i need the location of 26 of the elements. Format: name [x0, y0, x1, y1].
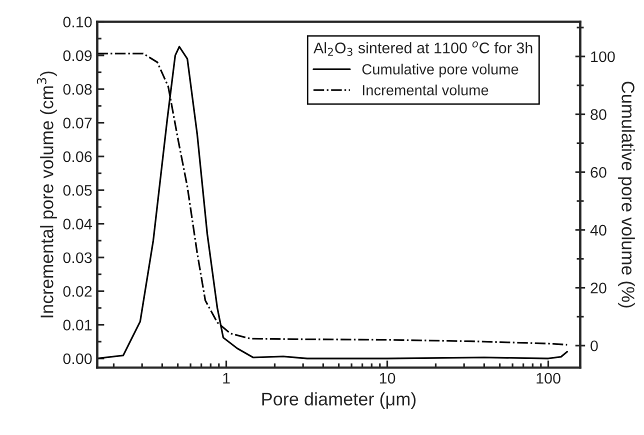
y-tick-label: 0.04	[63, 218, 92, 230]
y2-tick-label: 100	[591, 51, 615, 62]
y-tick-label: 0.10	[63, 16, 92, 28]
y2-tick-label: 20	[590, 282, 606, 294]
y2-tick-label: 80	[590, 109, 606, 120]
x-tick-label: 1	[223, 372, 230, 384]
y-tick-label: 0.01	[63, 320, 92, 330]
y-tick-label: 0.03	[63, 252, 92, 264]
y-tick-label: 0.07	[63, 118, 92, 128]
y-tick-label: 0.06	[63, 151, 92, 162]
x-tick-label: 100	[536, 372, 560, 384]
y-tick-label: 0.02	[63, 286, 92, 297]
y2-tick-label: 0	[590, 340, 598, 352]
y-axis-title: Incremental pore volume (cm$^{3}$)	[36, 72, 57, 318]
y2-tick-label: 60	[590, 166, 606, 178]
x-axis-title: Pore diameter (μm)	[262, 392, 416, 410]
y-tick-label: 0.00	[63, 353, 92, 364]
y2-tick-label: 40	[590, 224, 606, 236]
y-tick-label: 0.09	[63, 50, 92, 62]
legend-label: Cumulative pore volume	[362, 64, 518, 78]
y-tick-label: 0.05	[63, 184, 92, 196]
legend-title: Al$_{2}$O$_{3}$ sintered at 1100 $^{o}$C for 3h	[313, 41, 532, 56]
legend-label: Incremental volume	[362, 84, 488, 96]
y-tick-label: 0.08	[63, 84, 92, 95]
x-tick-label: 10	[380, 372, 396, 384]
y2-axis-title: Cumulative pore volume (%)	[618, 82, 635, 308]
